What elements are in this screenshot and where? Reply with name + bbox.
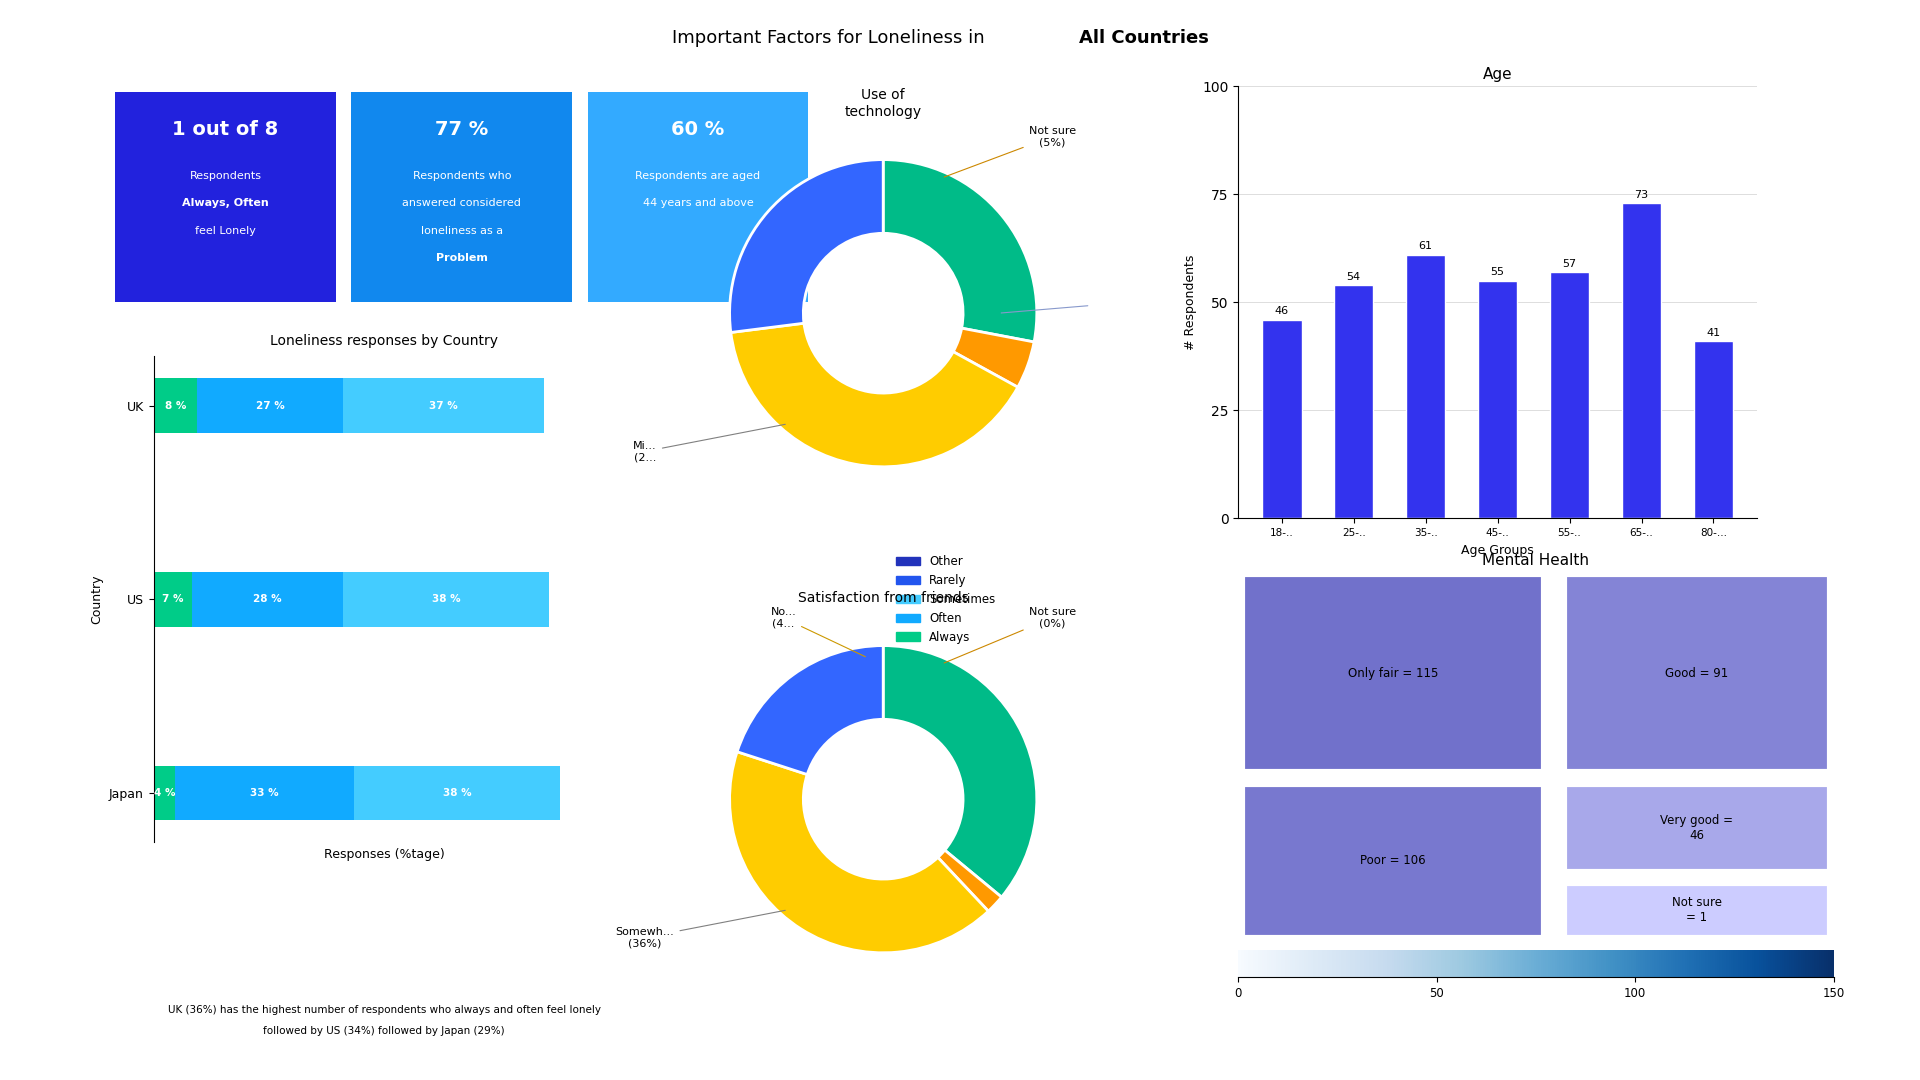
- Text: Poor = 106: Poor = 106: [1361, 854, 1427, 867]
- X-axis label: Age Groups: Age Groups: [1461, 543, 1534, 556]
- X-axis label: Responses (%tage): Responses (%tage): [324, 848, 444, 861]
- FancyBboxPatch shape: [1565, 883, 1830, 936]
- Text: 54: 54: [1346, 272, 1361, 282]
- Text: 33 %: 33 %: [250, 788, 278, 798]
- Text: 55: 55: [1490, 268, 1505, 278]
- Wedge shape: [737, 646, 883, 774]
- Text: 4 %: 4 %: [154, 788, 175, 798]
- Text: All Countries: All Countries: [1079, 29, 1208, 46]
- Text: loneliness as a: loneliness as a: [420, 226, 503, 235]
- Bar: [175, 766, 353, 821]
- Text: 37 %: 37 %: [430, 401, 459, 410]
- Text: 38 %: 38 %: [444, 788, 472, 798]
- Title: Use of
technology: Use of technology: [845, 89, 922, 119]
- Bar: [1334, 285, 1373, 518]
- Wedge shape: [883, 160, 1037, 342]
- Text: UK (36%) has the highest number of respondents who always and often feel lonely: UK (36%) has the highest number of respo…: [167, 1004, 601, 1015]
- Bar: [192, 572, 344, 626]
- Text: 61: 61: [1419, 242, 1432, 252]
- Bar: [1261, 320, 1302, 518]
- Bar: [154, 572, 192, 626]
- Text: Problem: Problem: [436, 253, 488, 264]
- Bar: [198, 378, 344, 433]
- Text: 27 %: 27 %: [255, 401, 284, 410]
- Wedge shape: [937, 850, 1002, 912]
- Wedge shape: [730, 752, 989, 953]
- Bar: [1478, 281, 1517, 518]
- Bar: [344, 572, 549, 626]
- Title: Mental Health: Mental Health: [1482, 553, 1590, 568]
- Y-axis label: # Respondents: # Respondents: [1185, 255, 1196, 350]
- Text: 8 %: 8 %: [165, 401, 186, 410]
- Bar: [154, 766, 175, 821]
- Text: feel Lonely: feel Lonely: [196, 226, 255, 235]
- Bar: [1622, 203, 1661, 518]
- Bar: [353, 766, 561, 821]
- Text: 44 years and above: 44 years and above: [643, 199, 753, 208]
- Wedge shape: [883, 646, 1037, 897]
- Text: Mi...
(2...: Mi... (2...: [634, 424, 785, 462]
- Title: Age: Age: [1482, 67, 1513, 82]
- Text: Good = 91: Good = 91: [1665, 666, 1728, 680]
- Y-axis label: Country: Country: [90, 575, 104, 624]
- FancyBboxPatch shape: [1565, 785, 1830, 870]
- Text: 7 %: 7 %: [161, 594, 182, 605]
- Bar: [1549, 272, 1590, 518]
- Text: Respondents are aged: Respondents are aged: [636, 171, 760, 181]
- Text: Not sure
(5%): Not sure (5%): [945, 125, 1075, 177]
- Text: 46: 46: [1275, 307, 1288, 316]
- Legend: Other, Rarely, Sometimes, Often, Always: Other, Rarely, Sometimes, Often, Always: [891, 551, 1000, 648]
- FancyBboxPatch shape: [1242, 576, 1544, 771]
- Text: 57: 57: [1563, 259, 1576, 269]
- Text: answered considered: answered considered: [403, 199, 520, 208]
- Text: 73: 73: [1634, 190, 1649, 200]
- Text: Always, Often: Always, Often: [182, 199, 269, 208]
- Bar: [1693, 341, 1734, 518]
- Text: 28 %: 28 %: [253, 594, 282, 605]
- Text: 1 out of 8: 1 out of 8: [173, 120, 278, 139]
- Text: Respondents who: Respondents who: [413, 171, 511, 181]
- Bar: [154, 378, 198, 433]
- Text: Not sure
= 1: Not sure = 1: [1672, 896, 1722, 924]
- Wedge shape: [730, 160, 883, 333]
- Wedge shape: [732, 323, 1018, 467]
- FancyBboxPatch shape: [1242, 785, 1544, 936]
- Text: Respondents: Respondents: [190, 171, 261, 181]
- Text: Important Factors for Loneliness in: Important Factors for Loneliness in: [672, 29, 991, 46]
- Text: Only fair = 115: Only fair = 115: [1348, 666, 1438, 680]
- Text: Very good =
46: Very good = 46: [1661, 813, 1734, 841]
- Text: 77 %: 77 %: [436, 120, 488, 139]
- Text: 60 %: 60 %: [672, 120, 724, 139]
- Bar: [344, 378, 543, 433]
- Text: followed by US (34%) followed by Japan (29%): followed by US (34%) followed by Japan (…: [263, 1026, 505, 1037]
- Text: Not sure
(0%): Not sure (0%): [945, 607, 1075, 663]
- Text: 41: 41: [1707, 328, 1720, 338]
- Text: 38 %: 38 %: [432, 594, 461, 605]
- Wedge shape: [952, 328, 1035, 388]
- Title: Satisfaction from friends: Satisfaction from friends: [799, 591, 968, 605]
- FancyBboxPatch shape: [1565, 576, 1830, 771]
- Text: Somewh...
(36%): Somewh... (36%): [616, 910, 785, 948]
- Text: No...
(4...: No... (4...: [770, 607, 866, 657]
- Bar: [1405, 255, 1446, 518]
- Title: Loneliness responses by Country: Loneliness responses by Country: [271, 335, 497, 348]
